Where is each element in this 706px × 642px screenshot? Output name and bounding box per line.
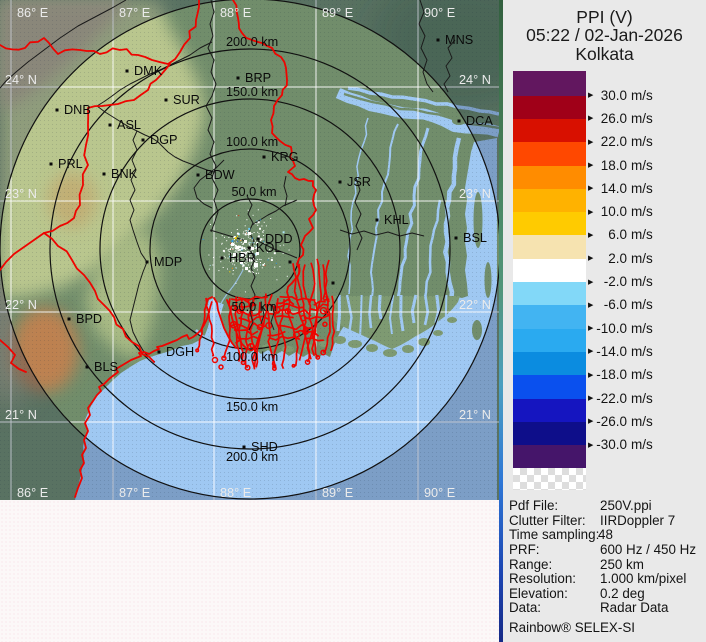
svg-text:BLS: BLS — [94, 360, 118, 374]
svg-text:100.0 km: 100.0 km — [226, 350, 278, 364]
svg-text:50.0 km: 50.0 km — [232, 185, 277, 199]
svg-text:87° E: 87° E — [119, 6, 150, 20]
svg-text:MNS: MNS — [445, 33, 473, 47]
svg-text:23° N: 23° N — [459, 187, 491, 201]
svg-text:22° N: 22° N — [459, 298, 491, 312]
svg-text:24° N: 24° N — [5, 73, 37, 87]
svg-text:88° E: 88° E — [220, 6, 251, 20]
svg-text:86° E: 86° E — [17, 486, 48, 500]
svg-text:23° N: 23° N — [5, 187, 37, 201]
svg-text:BDW: BDW — [205, 168, 235, 182]
svg-text:21° N: 21° N — [459, 408, 491, 422]
svg-text:SHD: SHD — [251, 440, 278, 454]
svg-text:KRG: KRG — [271, 150, 299, 164]
svg-text:89° E: 89° E — [322, 6, 353, 20]
svg-text:200.0 km: 200.0 km — [226, 35, 278, 49]
svg-text:86° E: 86° E — [17, 6, 48, 20]
svg-text:100.0 km: 100.0 km — [226, 135, 278, 149]
svg-text:JSR: JSR — [347, 175, 371, 189]
svg-text:DGH: DGH — [166, 345, 194, 359]
svg-text:22° N: 22° N — [5, 298, 37, 312]
svg-text:SUR: SUR — [173, 93, 200, 107]
svg-text:MDP: MDP — [154, 255, 182, 269]
svg-text:DGP: DGP — [150, 133, 178, 147]
svg-text:90° E: 90° E — [424, 6, 455, 20]
svg-text:87° E: 87° E — [119, 486, 150, 500]
svg-text:24° N: 24° N — [459, 73, 491, 87]
svg-text:DDD: DDD — [265, 232, 293, 246]
svg-text:KHL: KHL — [384, 213, 409, 227]
svg-text:BPD: BPD — [76, 312, 102, 326]
svg-text:DCA: DCA — [466, 114, 493, 128]
svg-text:DMK: DMK — [134, 64, 163, 78]
svg-text:HBR: HBR — [229, 251, 256, 265]
svg-text:200.0 km: 200.0 km — [226, 450, 278, 464]
svg-text:KOL: KOL — [256, 241, 281, 255]
svg-text:21° N: 21° N — [5, 408, 37, 422]
svg-text:88° E: 88° E — [220, 486, 251, 500]
svg-text:ASL: ASL — [117, 118, 141, 132]
svg-text:BSL: BSL — [463, 231, 487, 245]
svg-text:DNB: DNB — [64, 103, 91, 117]
svg-text:50.0 km: 50.0 km — [232, 300, 277, 314]
svg-text:90° E: 90° E — [424, 486, 455, 500]
svg-text:PRL: PRL — [58, 157, 83, 171]
svg-text:89° E: 89° E — [322, 486, 353, 500]
svg-text:BRP: BRP — [245, 71, 271, 85]
svg-text:150.0 km: 150.0 km — [226, 400, 278, 414]
svg-text:150.0 km: 150.0 km — [226, 85, 278, 99]
svg-text:BNK: BNK — [111, 167, 138, 181]
